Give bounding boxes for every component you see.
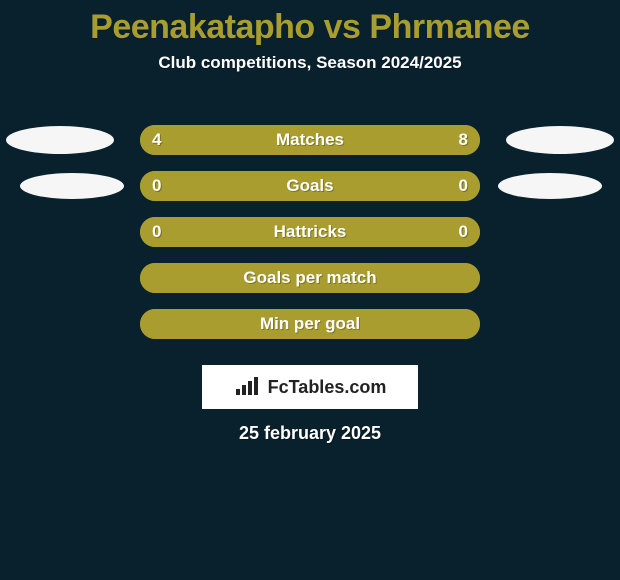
player-avatar-right xyxy=(498,173,602,199)
player-avatar-left xyxy=(6,126,114,154)
stat-bar: 4 8 Matches xyxy=(140,125,480,155)
snapshot-date: 25 february 2025 xyxy=(0,423,620,444)
compare-row: 4 8 Matches xyxy=(0,117,620,163)
stat-value-left: 0 xyxy=(152,176,161,196)
stat-label: Hattricks xyxy=(274,222,347,242)
stat-value-right: 0 xyxy=(459,222,468,242)
season-subtitle: Club competitions, Season 2024/2025 xyxy=(0,53,620,73)
compare-row: Min per goal xyxy=(0,301,620,347)
compare-row: 0 0 Hattricks xyxy=(0,209,620,255)
compare-row: Goals per match xyxy=(0,255,620,301)
stat-bar-left-seg xyxy=(140,171,310,201)
stat-bar: Min per goal xyxy=(140,309,480,339)
stat-label: Matches xyxy=(276,130,344,150)
logo-text: FcTables.com xyxy=(268,377,387,398)
bars-icon xyxy=(234,377,262,397)
page-title: Peenakatapho vs Phrmanee xyxy=(0,0,620,47)
stat-value-left: 4 xyxy=(152,130,161,150)
stat-bar: 0 0 Hattricks xyxy=(140,217,480,247)
fctables-logo-box: FcTables.com xyxy=(202,365,418,409)
stats-comparison-canvas: Peenakatapho vs Phrmanee Club competitio… xyxy=(0,0,620,580)
stat-value-right: 0 xyxy=(459,176,468,196)
compare-row: 0 0 Goals xyxy=(0,163,620,209)
stat-label: Min per goal xyxy=(260,314,360,334)
stat-bar: 0 0 Goals xyxy=(140,171,480,201)
stat-value-left: 0 xyxy=(152,222,161,242)
stat-value-right: 8 xyxy=(459,130,468,150)
stat-label: Goals per match xyxy=(243,268,376,288)
player-avatar-right xyxy=(506,126,614,154)
stat-bar: Goals per match xyxy=(140,263,480,293)
stat-label: Goals xyxy=(286,176,333,196)
player-avatar-left xyxy=(20,173,124,199)
stat-bar-right-seg xyxy=(310,171,480,201)
comparison-rows: 4 8 Matches 0 0 Goals 0 0 Hattricks Goals per mat… xyxy=(0,117,620,347)
